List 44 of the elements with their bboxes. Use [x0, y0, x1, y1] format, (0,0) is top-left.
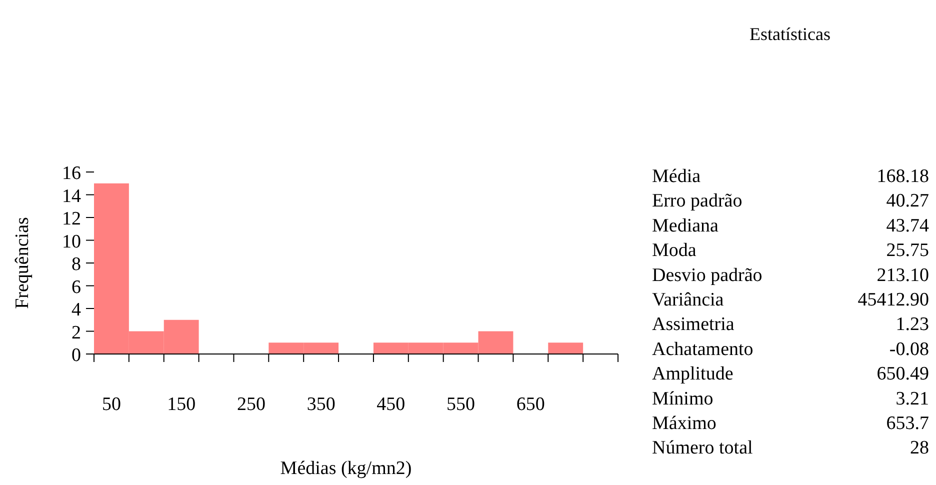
- category-label: Mediana: [652, 215, 720, 236]
- category-label: Mínimo: [652, 388, 714, 410]
- category-label: Média: [652, 166, 702, 187]
- text: 168.18: [876, 166, 929, 187]
- y-tick-label: 2: [72, 322, 81, 344]
- text: -0.08: [889, 338, 929, 360]
- y-tick-label: 4: [72, 300, 82, 320]
- x-tick-label: 650: [516, 394, 545, 415]
- bar: [548, 342, 584, 354]
- x-axis-title: Médias (kg/mn2): [280, 458, 412, 479]
- category-label: Variância: [652, 290, 724, 310]
- text: 3.21: [896, 388, 929, 410]
- category-label: Número total: [652, 438, 753, 459]
- text: 1.23: [896, 314, 929, 336]
- category-label: Achatamento: [652, 338, 754, 360]
- category-label: Desvio padrão: [652, 264, 762, 286]
- x-tick-label: 250: [236, 394, 266, 415]
- x-tick-label: 50: [102, 394, 121, 415]
- y-tick-label: 0: [72, 345, 81, 366]
- category-label: Assimetria: [652, 314, 735, 336]
- x-tick-label: 450: [376, 394, 406, 415]
- y-tick-label: 8: [72, 254, 81, 275]
- text: 28: [910, 438, 929, 459]
- x-tick-label: 550: [446, 394, 476, 415]
- category-label: Moda: [652, 240, 697, 262]
- text: 43.74: [886, 215, 929, 236]
- y-tick-label: 10: [62, 231, 81, 252]
- y-tick-label: 12: [62, 208, 81, 230]
- category-label: Máximo: [652, 413, 716, 434]
- text: 653.7: [886, 413, 929, 434]
- x-tick-label: 150: [167, 394, 196, 415]
- text: Estatísticas: [750, 24, 830, 44]
- x-tick-label: 350: [306, 394, 336, 415]
- y-tick-label: 14: [62, 186, 82, 207]
- category-label: Amplitude: [652, 364, 734, 385]
- y-tick-label: 6: [72, 276, 81, 298]
- text: 213.10: [876, 264, 929, 286]
- y-tick-label: 16: [62, 163, 81, 184]
- category-label: Erro padrão: [652, 190, 742, 212]
- text: 25.75: [886, 240, 929, 262]
- text: 45412.90: [858, 290, 929, 310]
- y-axis-title: Frequências: [12, 217, 33, 309]
- text: 650.49: [876, 364, 929, 385]
- text: 40.27: [886, 190, 929, 212]
